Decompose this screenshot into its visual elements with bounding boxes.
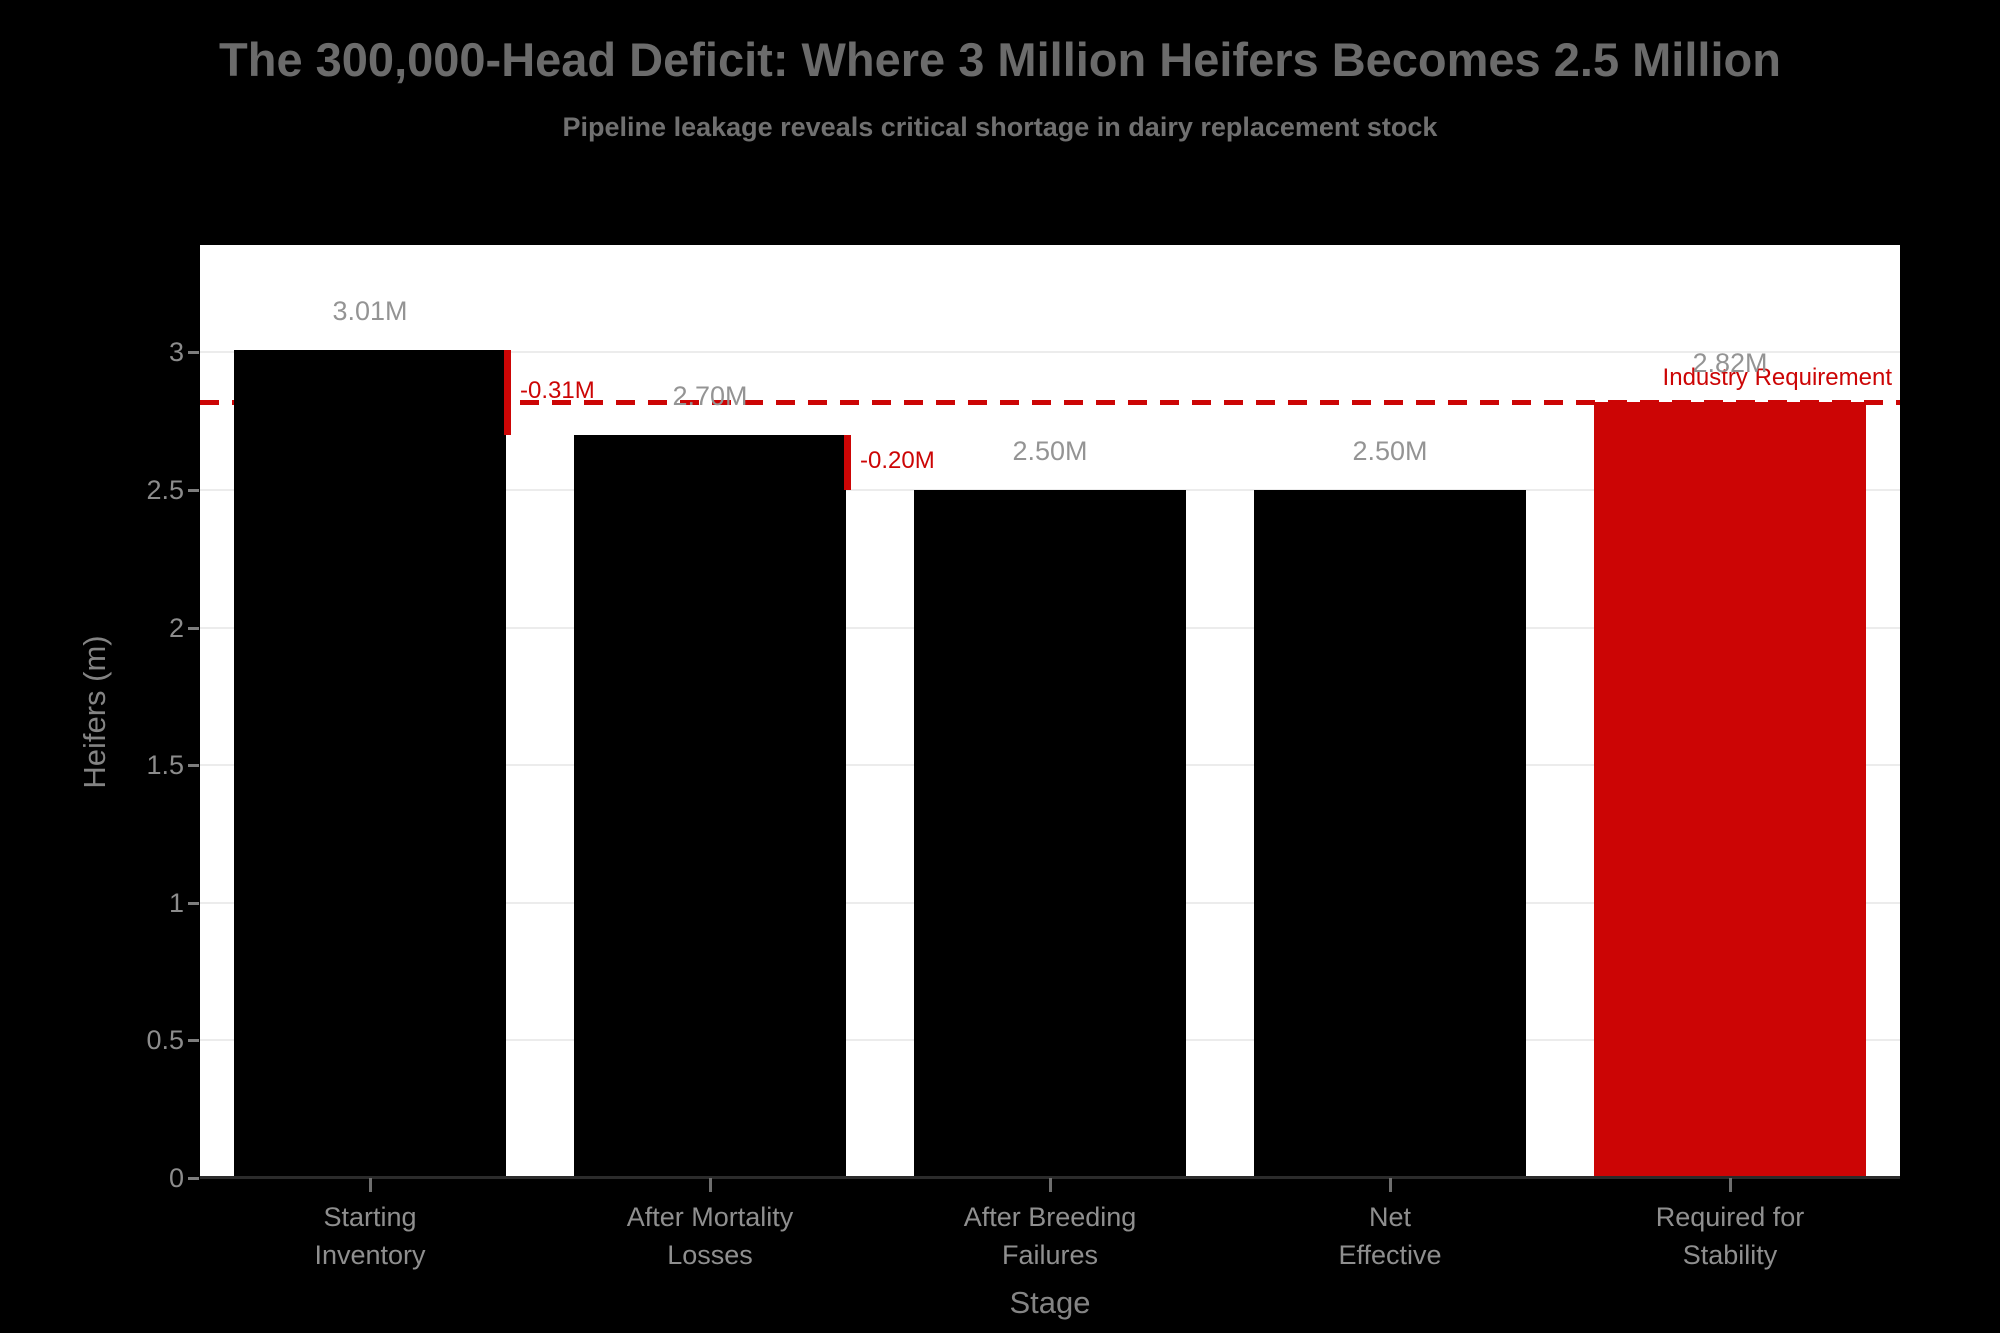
y-tick-mark (188, 764, 199, 768)
x-tick-label: Net Effective (1338, 1202, 1442, 1270)
bar-value-label: 2.50M (1352, 435, 1428, 466)
y-tick-label: 0 (168, 1163, 184, 1193)
loss-drop-line (844, 434, 851, 490)
x-axis-title: Stage (1009, 1285, 1091, 1320)
bar-after-mortality-losses (574, 434, 846, 1178)
loss-drop-line (504, 349, 511, 435)
bar-value-label: 2.70M (672, 380, 748, 411)
x-tick-mark (369, 1178, 372, 1192)
loss-annotation: -0.31M (520, 377, 595, 405)
x-axis-line (200, 1176, 1900, 1179)
bar-value-label: 3.01M (332, 295, 408, 326)
chart-title: The 300,000-Head Deficit: Where 3 Millio… (219, 33, 1781, 86)
industry-requirement-label: Industry Requirement (1662, 363, 1892, 391)
y-tick-label: 0.5 (146, 1025, 184, 1056)
x-tick-mark (1049, 1178, 1052, 1192)
x-tick-label: After Breeding Failures (963, 1202, 1137, 1270)
bar-after-breeding-failures (914, 489, 1186, 1178)
chart-subtitle: Pipeline leakage reveals critical shorta… (562, 112, 1438, 142)
bar-value-label: 2.82M (1692, 347, 1768, 378)
y-tick-mark (188, 351, 199, 355)
y-tick-label: 2.5 (146, 474, 184, 505)
y-tick-mark (188, 1177, 199, 1180)
y-tick-label: 1.5 (146, 750, 184, 781)
y-tick-label: 3 (168, 337, 184, 368)
x-tick-label: Starting Inventory (314, 1202, 426, 1270)
y-tick-mark (188, 488, 199, 492)
x-tick-mark (1729, 1178, 1732, 1192)
gridline (200, 351, 1900, 354)
bar-net-effective (1254, 489, 1526, 1178)
x-tick-mark (709, 1178, 712, 1192)
y-tick-label: 1 (168, 887, 184, 918)
y-tick-mark (188, 1039, 199, 1043)
x-tick-label: After Mortality Losses (626, 1202, 794, 1270)
x-tick-label: Required for Stability (1655, 1202, 1805, 1270)
y-tick-mark (188, 901, 199, 905)
bar-required-for-stability (1594, 401, 1866, 1178)
y-tick-mark (188, 626, 199, 630)
plot-area: Industry Requirement 3.01M 2.70M 2.50M 2.50M… (200, 245, 1900, 1178)
x-tick-mark (1389, 1178, 1392, 1192)
loss-annotation: -0.20M (860, 447, 935, 475)
bar-starting-inventory (234, 349, 506, 1178)
y-tick-label: 2 (168, 612, 184, 643)
bar-value-label: 2.50M (1012, 435, 1088, 466)
industry-requirement-line (200, 399, 1900, 405)
